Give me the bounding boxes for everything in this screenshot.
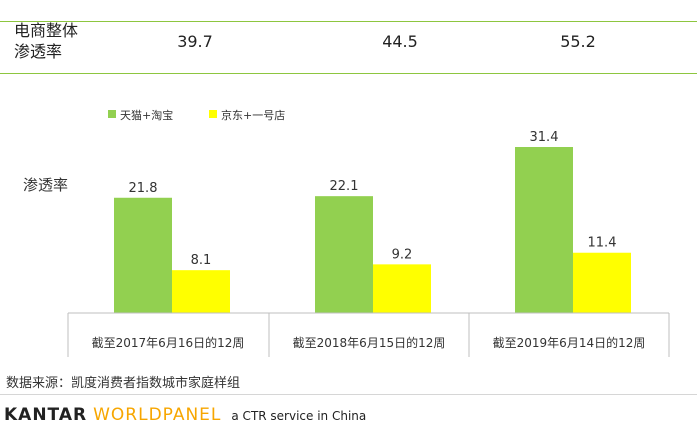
y-axis-label: 渗透率 [23, 176, 68, 194]
bar-value-label-1-1: 9.2 [392, 247, 413, 262]
bar-0-1 [315, 196, 373, 313]
bar-value-label-0-2: 31.4 [530, 130, 559, 145]
bar-1-2 [573, 252, 631, 313]
brand-logo: KANTAR WORLDPANEL a CTR service in China [4, 405, 366, 425]
footer-divider [0, 394, 697, 395]
brand-name-part2: WORLDPANEL [93, 405, 222, 425]
overall-penetration-row: 电商整体 渗透率 39.7 44.5 55.2 [0, 10, 697, 74]
legend-swatch-0 [108, 110, 116, 118]
brand-tagline: a CTR service in China [231, 409, 367, 423]
bar-value-label-1-0: 8.1 [191, 253, 212, 268]
x-tick-label-2: 截至2019年6月14日的12周 [493, 335, 646, 350]
bar-value-label-0-1: 22.1 [330, 179, 359, 194]
legend-label-0: 天猫+淘宝 [120, 108, 173, 122]
bar-1-1 [373, 264, 431, 313]
bar-value-label-1-2: 11.4 [588, 236, 617, 251]
bar-value-label-0-0: 21.8 [129, 181, 158, 196]
data-source-note: 数据来源：凯度消费者指数城市家庭样组 [6, 376, 241, 391]
bar-0-0 [114, 197, 172, 313]
legend-swatch-1 [209, 110, 217, 118]
overall-value-2017: 39.7 [177, 32, 213, 51]
legend-label-1: 京东+一号店 [221, 108, 285, 122]
bar-0-2 [515, 147, 573, 313]
brand-name-part1: KANTAR [4, 405, 88, 425]
x-tick-label-0: 截至2017年6月16日的12周 [92, 335, 245, 350]
top-divider [0, 21, 697, 22]
overall-value-2018: 44.5 [382, 32, 418, 51]
bar-1-0 [172, 270, 230, 313]
x-tick-label-1: 截至2018年6月15日的12周 [293, 335, 446, 350]
overall-penetration-label: 电商整体 渗透率 [14, 21, 79, 61]
bottom-divider [0, 73, 697, 74]
overall-value-2019: 55.2 [560, 32, 596, 51]
